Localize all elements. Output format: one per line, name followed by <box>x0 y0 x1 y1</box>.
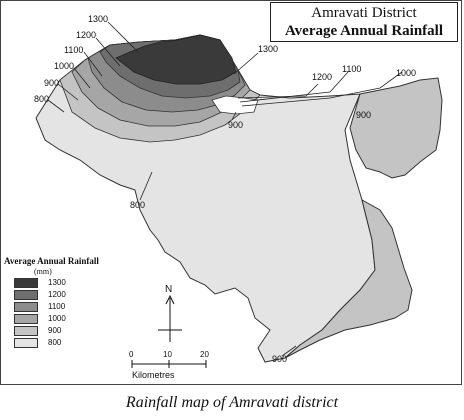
map-title-district: Amravati District <box>311 5 417 21</box>
contour-leaders <box>47 21 403 357</box>
legend: Average Annual Rainfall (mm) 1300 1200 110… <box>4 256 114 348</box>
legend-unit: (mm) <box>34 267 52 276</box>
legend-label: 1300 <box>48 278 66 287</box>
contour-label-1300-left: 1300 <box>88 14 108 24</box>
legend-swatch <box>14 325 38 336</box>
scale-tick-20: 20 <box>200 350 209 359</box>
legend-title: Average Annual Rainfall <box>4 256 99 266</box>
zone-900-east <box>349 77 443 179</box>
contour-label-1000-left: 1000 <box>54 61 74 71</box>
contour-label-1200-right: 1200 <box>312 72 332 82</box>
map-title-subject: Average Annual Rainfall <box>284 23 444 39</box>
legend-items: 1300 1200 1100 1000 900 800 <box>4 277 114 348</box>
legend-swatch <box>14 289 38 300</box>
scale-tick-0: 0 <box>129 350 134 359</box>
legend-item: 800 <box>4 337 114 348</box>
legend-label: 900 <box>48 326 62 335</box>
zone-1300 <box>115 34 237 85</box>
contour-label-1100-right: 1100 <box>342 64 361 74</box>
river <box>211 95 259 115</box>
contour-label-900-bottom: 900 <box>272 354 287 364</box>
legend-label: 800 <box>48 338 62 347</box>
legend-item: 900 <box>4 325 114 336</box>
legend-item: 1100 <box>4 301 114 312</box>
legend-item: 1000 <box>4 313 114 324</box>
scale-bar <box>131 360 207 368</box>
legend-swatch <box>14 337 38 348</box>
legend-swatch <box>14 301 38 312</box>
legend-label: 1200 <box>48 290 66 299</box>
rainfall-map: 1300 1200 1100 1000 900 800 1300 1200 11… <box>34 14 443 368</box>
contour-label-900-mid: 900 <box>228 120 243 130</box>
legend-swatch <box>14 277 38 288</box>
legend-item: 1200 <box>4 289 114 300</box>
contour-label-800-left: 800 <box>34 94 49 104</box>
contour-label-800-south: 800 <box>130 200 145 210</box>
north-arrow <box>158 294 182 342</box>
legend-item: 1300 <box>4 277 114 288</box>
scale-label: Kilometres <box>132 370 175 380</box>
north-label: N <box>165 284 173 295</box>
figure-caption: Rainfall map of Amravati district <box>125 394 339 411</box>
legend-swatch <box>14 313 38 324</box>
map-title-box: Amravati District Average Annual Rainfal… <box>270 2 458 42</box>
contour-label-1100-left: 1100 <box>64 45 83 55</box>
scale-tick-10: 10 <box>163 350 172 359</box>
legend-label: 1100 <box>48 302 66 311</box>
zone-900-southeast <box>284 199 413 359</box>
contour-label-1300-right: 1300 <box>258 44 278 54</box>
contour-label-1000-right: 1000 <box>396 68 416 78</box>
contour-label-1200-left: 1200 <box>76 30 96 40</box>
contour-label-900-east: 900 <box>356 110 371 120</box>
contour-label-900-left: 900 <box>44 78 59 88</box>
legend-label: 1000 <box>48 314 66 323</box>
